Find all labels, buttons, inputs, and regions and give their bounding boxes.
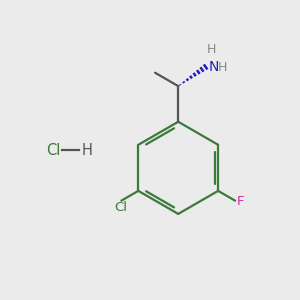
Text: Cl: Cl <box>46 142 61 158</box>
Text: H: H <box>82 142 92 158</box>
Text: F: F <box>237 195 244 208</box>
Text: Cl: Cl <box>114 201 127 214</box>
Text: H: H <box>207 43 216 56</box>
Text: N: N <box>209 60 219 74</box>
Text: H: H <box>217 61 226 74</box>
